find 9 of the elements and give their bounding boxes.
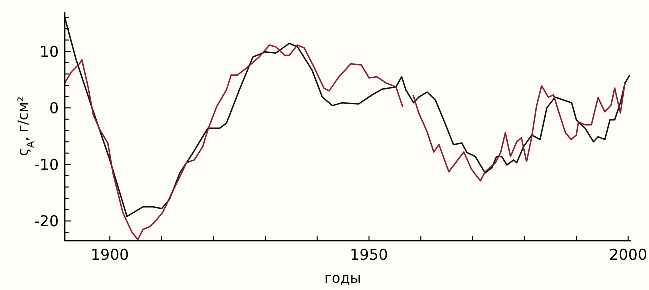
y-tick-label: 10 <box>40 42 59 61</box>
y-tick-label: -20 <box>34 212 59 230</box>
x-tick-label: 2000 <box>609 246 648 264</box>
y-tick-label: -10 <box>34 156 59 174</box>
x-tick-label: 1950 <box>350 246 388 264</box>
line-series <box>64 16 631 218</box>
y-tick-label: 0 <box>49 99 59 118</box>
x-tick-label: 1900 <box>91 246 130 264</box>
x-axis-title: годы <box>324 271 362 287</box>
